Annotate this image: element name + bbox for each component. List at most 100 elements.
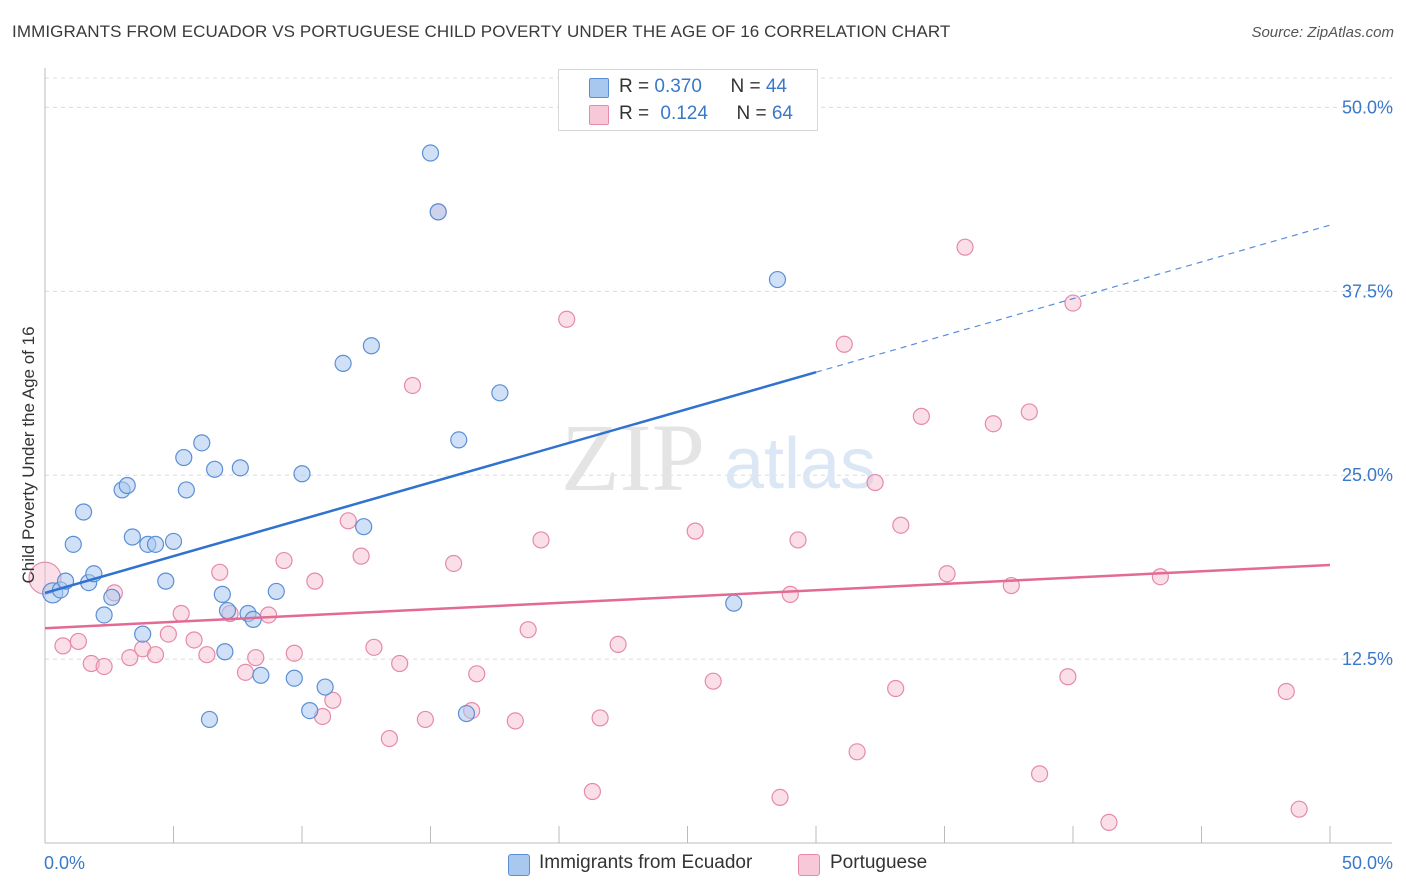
data-point-ecuador xyxy=(252,666,270,684)
data-point-ecuador xyxy=(218,601,237,620)
data-point-ecuador xyxy=(768,270,787,289)
data-point-portuguese xyxy=(938,565,956,583)
data-point-ecuador xyxy=(301,701,319,720)
data-point-portuguese xyxy=(380,729,398,748)
data-point-portuguese xyxy=(1064,294,1082,312)
trendline-portuguese xyxy=(44,563,1331,630)
data-point-ecuador xyxy=(95,606,113,624)
tick-labels: 12.5% 25.0% 37.5% 50.0% 0.0% 50.0% xyxy=(44,97,1393,873)
data-point-portuguese xyxy=(686,522,704,540)
data-point-portuguese xyxy=(1100,813,1118,832)
data-point-portuguese xyxy=(211,563,229,581)
data-point-portuguese xyxy=(1059,668,1077,686)
legend-row-portuguese: R = 0.124 N = 64 xyxy=(619,103,793,125)
data-point-portuguese xyxy=(285,644,303,662)
series-portuguese xyxy=(28,203,1308,832)
data-point-portuguese xyxy=(835,335,853,353)
data-point-portuguese xyxy=(306,572,324,590)
data-point-ecuador xyxy=(193,434,211,452)
data-point-portuguese xyxy=(1151,568,1169,586)
correlation-legend: R = 0.370 N = 44 R = 0.124 N = 64 xyxy=(558,69,818,131)
data-point-portuguese xyxy=(198,646,216,664)
data-point-ecuador xyxy=(334,354,352,373)
trendlines xyxy=(44,224,1331,630)
bottom-legend-portuguese: Portuguese xyxy=(830,852,928,873)
data-point-ecuador xyxy=(429,203,447,221)
data-point-ecuador xyxy=(64,535,82,553)
data-point-portuguese xyxy=(445,554,463,573)
data-point-portuguese xyxy=(54,637,72,655)
legend-swatch-portuguese xyxy=(589,105,609,125)
data-point-portuguese xyxy=(1290,800,1308,818)
data-point-ecuador xyxy=(457,704,476,723)
data-point-portuguese xyxy=(583,782,602,801)
data-point-ecuador xyxy=(175,448,193,467)
data-point-ecuador xyxy=(491,384,509,402)
data-point-portuguese xyxy=(159,625,177,643)
data-point-ecuador xyxy=(206,460,224,478)
legend-r-label: R = xyxy=(619,76,655,97)
legend-n-value-portuguese: 64 xyxy=(771,103,793,124)
data-point-portuguese xyxy=(365,638,383,656)
bottom-legend-swatch-ecuador xyxy=(508,854,530,876)
watermark-zip: ZIP xyxy=(561,404,705,511)
data-point-portuguese xyxy=(324,691,342,709)
data-point-portuguese xyxy=(1020,403,1038,421)
data-point-ecuador xyxy=(177,481,195,499)
data-point-portuguese xyxy=(69,632,88,651)
data-point-portuguese xyxy=(956,238,974,256)
y-tick-label: 12.5% xyxy=(1342,649,1393,669)
data-point-ecuador xyxy=(362,337,380,355)
legend-r-value-ecuador: 0.370 xyxy=(654,76,702,97)
data-point-ecuador xyxy=(216,643,234,661)
data-point-ecuador xyxy=(157,572,175,590)
data-point-portuguese xyxy=(558,310,576,328)
legend-r-value-portuguese: 0.124 xyxy=(660,103,708,124)
data-point-ecuador xyxy=(725,594,743,612)
data-point-ecuador xyxy=(123,528,141,546)
data-point-portuguese xyxy=(789,531,807,549)
data-point-portuguese xyxy=(532,531,550,549)
data-point-portuguese xyxy=(781,585,799,603)
data-point-portuguese xyxy=(121,649,139,667)
y-tick-label: 50.0% xyxy=(1342,97,1393,117)
data-point-portuguese xyxy=(848,743,866,761)
data-point-portuguese xyxy=(95,657,113,676)
data-point-portuguese xyxy=(887,679,905,698)
data-point-portuguese xyxy=(468,665,486,683)
data-point-portuguese xyxy=(984,415,1002,433)
y-tick-label: 37.5% xyxy=(1342,281,1393,301)
data-point-portuguese xyxy=(771,788,789,806)
series-immigrants-from-ecuador xyxy=(42,144,787,729)
trendline-ecuador xyxy=(44,371,817,595)
data-point-portuguese xyxy=(185,631,203,649)
y-tick-label: 25.0% xyxy=(1342,465,1393,485)
data-point-portuguese xyxy=(591,709,609,727)
bottom-legend-swatch-portuguese xyxy=(798,854,820,876)
data-point-portuguese xyxy=(275,551,293,570)
x-tick-label: 50.0% xyxy=(1342,853,1393,873)
data-point-ecuador xyxy=(267,582,285,601)
data-point-portuguese xyxy=(506,712,524,730)
data-point-ecuador xyxy=(285,669,303,687)
trendline-ecuador-extension xyxy=(815,224,1331,373)
data-point-portuguese xyxy=(1030,765,1049,783)
chart-title: IMMIGRANTS FROM ECUADOR VS PORTUGUESE CH… xyxy=(12,22,951,41)
data-point-portuguese xyxy=(146,646,165,664)
legend-n-label: N = xyxy=(730,76,766,97)
data-point-ecuador xyxy=(213,585,231,603)
data-point-ecuador xyxy=(103,588,121,606)
data-point-portuguese xyxy=(609,635,627,653)
data-point-portuguese xyxy=(704,672,722,690)
data-point-portuguese xyxy=(866,473,884,492)
data-point-ecuador xyxy=(134,625,152,643)
data-point-ecuador xyxy=(74,503,93,521)
legend-row-ecuador: R = 0.370 N = 44 xyxy=(619,76,787,98)
data-point-portuguese xyxy=(519,621,537,639)
data-point-portuguese xyxy=(892,516,910,534)
legend-swatch-ecuador xyxy=(589,78,609,98)
data-point-portuguese xyxy=(416,710,434,729)
data-point-ecuador xyxy=(118,476,136,495)
source-label: Source: ZipAtlas.com xyxy=(1251,24,1394,41)
data-point-portuguese xyxy=(339,512,357,530)
